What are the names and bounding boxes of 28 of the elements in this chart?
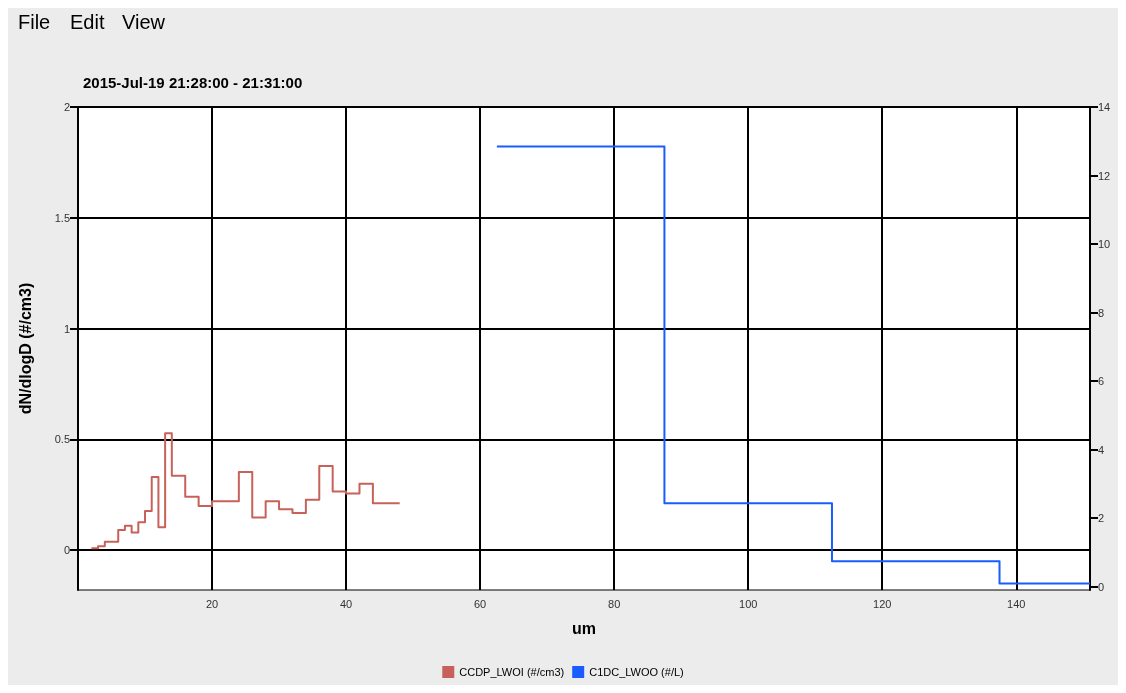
text: File: [18, 11, 51, 33]
y2-tick-label: 14: [1098, 101, 1111, 113]
x-axis-title: um: [572, 619, 596, 637]
legend-label: CCDP_LWOI (#/cm3): [459, 666, 565, 678]
text: View: [122, 11, 166, 33]
x-tick-label: 100: [739, 597, 758, 610]
y-tick-label: 0.5: [54, 433, 70, 446]
text: Edit: [70, 11, 105, 33]
x-tick-label: 80: [608, 597, 621, 610]
y2-tick-label: 4: [1098, 443, 1105, 456]
x-tick-label: 140: [1007, 597, 1026, 610]
y2-tick-label: 2: [1098, 512, 1105, 525]
y2-tick-label: 6: [1098, 375, 1105, 388]
y2-tick-label: 12: [1098, 169, 1111, 182]
y2-tick-label: 0: [1098, 580, 1105, 593]
y-axis-title: dN/dlogD (#/cm3): [16, 282, 34, 415]
y-tick-label: 1: [63, 322, 70, 335]
x-tick-label: 60: [473, 597, 487, 610]
y-tick-label: 2: [63, 101, 70, 113]
x-tick-label: 40: [339, 597, 353, 610]
y-tick-label: 1.5: [54, 211, 70, 224]
x-tick-label: 120: [873, 597, 892, 610]
y2-tick-label: 10: [1098, 238, 1111, 251]
legend-label: C1DC_LWOO (#/L): [589, 666, 684, 678]
chart-title: 2015-Jul-19 21:28:00 - 21:31:00: [83, 74, 303, 91]
y-tick-label: 0: [63, 544, 70, 557]
x-tick-label: 20: [205, 597, 219, 610]
y2-tick-label: 8: [1098, 306, 1105, 319]
